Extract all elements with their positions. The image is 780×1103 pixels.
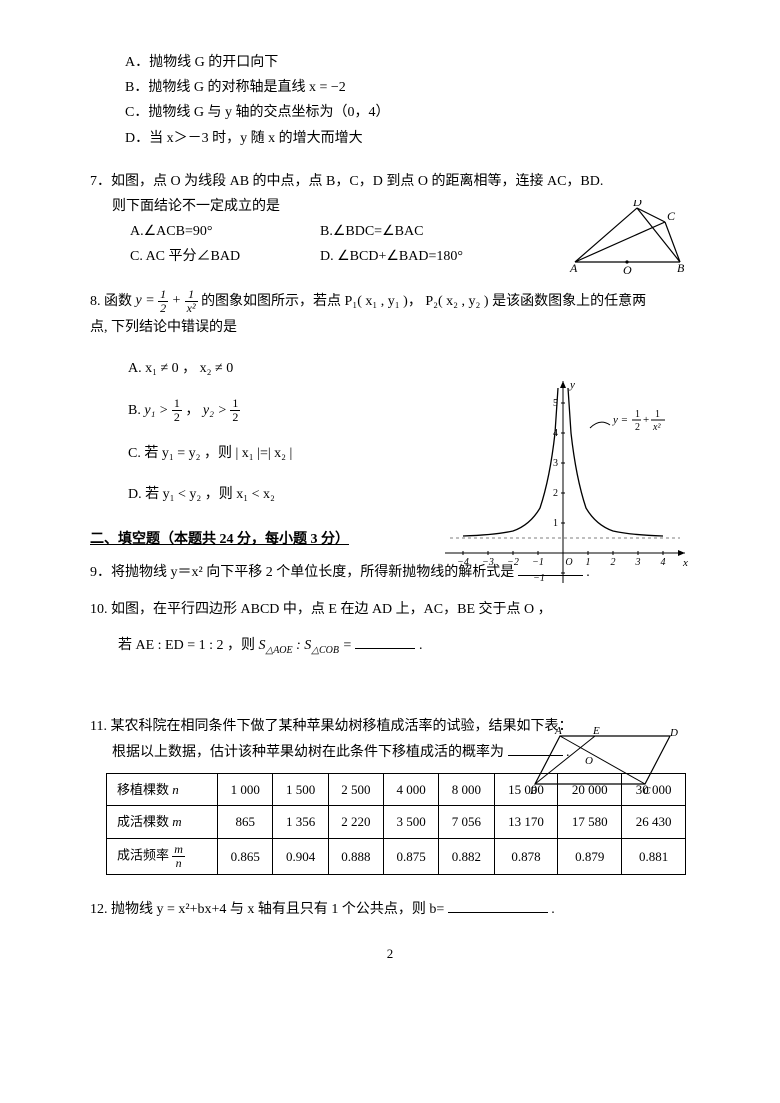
q7-label-a: A <box>569 261 578 275</box>
q8-stem-line2: 点, 下列结论中错误的是 <box>90 315 690 340</box>
svg-text:1: 1 <box>635 409 640 420</box>
svg-text:O: O <box>585 755 593 767</box>
q7-figure: A B C D O <box>565 200 690 275</box>
q8-chart: −4−3−2−1 1234 O −1 12345 y x y = 1 2 + 1… <box>435 373 690 593</box>
q6-option-b: B．抛物线 G 的对称轴是直线 x = −2 <box>125 75 690 100</box>
row-header-freq: 成活频率 mn <box>107 838 218 874</box>
svg-text:3: 3 <box>635 557 641 568</box>
q12: 12. 抛物线 y = x²+bx+4 与 x 轴有且只有 1 个公共点，则 b… <box>90 897 690 922</box>
svg-text:1: 1 <box>655 409 660 420</box>
svg-text:y =: y = <box>612 414 628 426</box>
q10-ratio: S△AOE : S△COB = <box>259 638 352 653</box>
q8-curve-right <box>568 388 663 536</box>
q8-stem-line1: 8. 函数 y = 12 + 1x² 的图象如图所示，若点 P₁( x₁ , y… <box>90 288 690 315</box>
q7-d: D. ∠BCD+∠BAD=180° <box>320 244 510 269</box>
q8-curve-left <box>463 388 558 536</box>
svg-text:1: 1 <box>553 518 558 529</box>
q7-label-c: C <box>667 209 676 223</box>
q7-stem1: 7．如图，点 O 为线段 AB 的中点，点 B，C，D 到点 O 的距离相等，连… <box>90 169 690 194</box>
svg-text:E: E <box>592 725 600 737</box>
svg-text:2: 2 <box>611 557 616 568</box>
q7-label-d: D <box>632 200 642 209</box>
q7-c: C. AC 平分∠BAD <box>130 244 320 269</box>
svg-text:x²: x² <box>652 422 661 433</box>
svg-text:−3: −3 <box>482 557 494 568</box>
page-number: 2 <box>90 942 690 965</box>
q11-line2: 根据以上数据，估计该种苹果幼树在此条件下移植成活的概率为 <box>112 745 504 760</box>
row-header-n: 移植棵数 n <box>107 773 218 805</box>
q6-b-text: B．抛物线 G 的对称轴是直线 x = −2 <box>125 80 346 95</box>
q6-option-c: C．抛物线 G 与 y 轴的交点坐标为（0，4） <box>125 100 690 125</box>
svg-text:1: 1 <box>586 557 591 568</box>
q8-xlabel: x <box>682 557 688 569</box>
svg-text:+: + <box>643 414 649 426</box>
svg-text:D: D <box>669 727 678 739</box>
q10-line2: 若 AE : ED = 1 : 2 ，则 S△AOE : S△COB = . <box>118 633 690 660</box>
q8-legend: y = 1 2 + 1 x² <box>590 409 665 433</box>
q8-formula: y = 12 + 1x² <box>136 293 202 308</box>
svg-text:2: 2 <box>635 422 640 433</box>
q7-label-b: B <box>677 261 685 275</box>
q7-label-o: O <box>623 263 632 275</box>
svg-text:O: O <box>565 557 572 568</box>
q8-xticks: −4 −3 −2 −1 1 2 3 4 O −1 <box>457 557 665 584</box>
svg-text:−1: −1 <box>532 557 544 568</box>
table-row: 成活频率 mn 0.8650.9040.8880.8750.8820.8780.… <box>107 838 686 874</box>
q8-stem-pre: 8. 函数 <box>90 293 136 308</box>
q10-blank[interactable] <box>355 635 415 649</box>
row-header-m: 成活棵数 m <box>107 806 218 838</box>
q6-option-d: D．当 x＞－3 时，y 随 x 的增大而增大 <box>125 126 690 151</box>
svg-text:4: 4 <box>661 557 666 568</box>
q12-blank[interactable] <box>448 899 548 913</box>
table-row: 成活棵数 m 8651 3562 2203 5007 05613 17017 5… <box>107 806 686 838</box>
svg-text:3: 3 <box>553 458 558 469</box>
q7-a: A.∠ACB=90° <box>130 219 320 244</box>
q6-d-text: D．当 x＞－3 时，y 随 x 的增大而增大 <box>125 131 363 146</box>
q6-option-a: A．抛物线 G 的开口向下 <box>125 50 690 75</box>
q10-stem: 10. 如图，在平行四边形 ABCD 中，点 E 在边 AD 上，AC，BE 交… <box>90 597 690 622</box>
svg-text:A: A <box>554 725 562 737</box>
q7-b: B.∠BDC=∠BAC <box>320 219 510 244</box>
svg-text:−2: −2 <box>507 557 519 568</box>
svg-text:−4: −4 <box>457 557 469 568</box>
q12-text: 12. 抛物线 y = x²+bx+4 与 x 轴有且只有 1 个公共点，则 b… <box>90 902 444 917</box>
svg-text:−1: −1 <box>533 573 545 584</box>
q8-ylabel: y <box>569 379 575 391</box>
q6-c-text: C．抛物线 G 与 y 轴的交点坐标为（0，4） <box>125 105 389 120</box>
svg-text:B: B <box>530 785 537 797</box>
q6-a-text: A．抛物线 G 的开口向下 <box>125 55 278 70</box>
svg-text:C: C <box>643 785 651 797</box>
q10: 10. 如图，在平行四边形 ABCD 中，点 E 在边 AD 上，AC，BE 交… <box>90 597 690 659</box>
q10-figure: A E D B C O <box>530 724 680 799</box>
q8-stem-post: 的图象如图所示，若点 P₁( x₁ , y₁ )， P₂( x₂ , y₂ ) … <box>201 293 646 308</box>
svg-text:2: 2 <box>553 488 558 499</box>
